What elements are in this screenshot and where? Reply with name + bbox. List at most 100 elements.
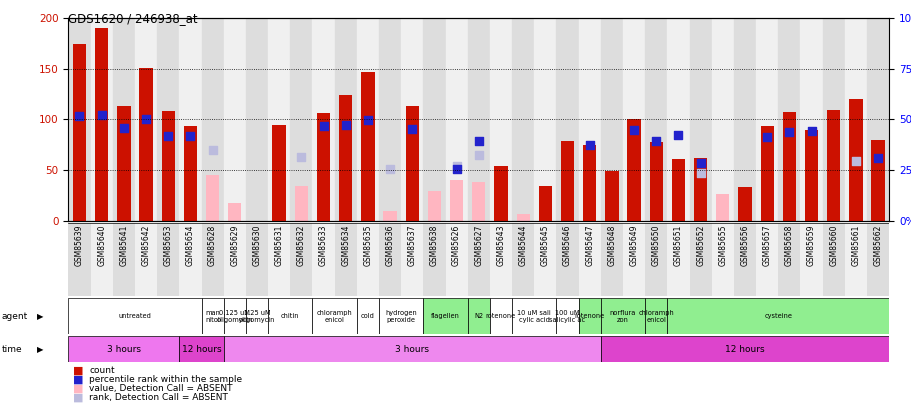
Bar [356,18,379,221]
Bar [538,186,551,221]
Text: rank, Detection Call = ABSENT: rank, Detection Call = ABSENT [89,393,228,402]
Point [293,154,308,160]
Bar [578,18,600,221]
Text: GSM85653: GSM85653 [164,225,172,266]
Text: GSM85635: GSM85635 [363,225,372,266]
Bar [272,124,285,221]
Point [94,112,108,119]
Bar [334,223,356,296]
Point [471,137,486,144]
Bar [201,298,223,334]
Text: GSM85641: GSM85641 [119,225,128,266]
Point [404,126,419,132]
Bar [201,18,223,221]
Bar [223,223,246,296]
Text: GSM85646: GSM85646 [562,225,571,266]
Bar [90,18,113,221]
Text: GSM85632: GSM85632 [296,225,305,266]
Text: GSM85649: GSM85649 [629,225,638,266]
Bar [733,18,755,221]
Bar [423,223,445,296]
Bar [494,166,507,221]
Bar [445,18,467,221]
Point [338,121,353,128]
Point [848,158,863,164]
Bar [866,18,888,221]
Bar [68,298,201,334]
Text: 1.25 uM
oligomycin: 1.25 uM oligomycin [239,310,275,323]
Bar [401,223,423,296]
Bar [711,18,733,221]
Bar [534,223,556,296]
Bar [511,223,534,296]
Bar [622,18,644,221]
Bar [848,99,862,221]
Bar [467,298,489,334]
Text: flagellen: flagellen [431,313,459,319]
Text: GSM85627: GSM85627 [474,225,483,266]
Text: GSM85655: GSM85655 [718,225,727,266]
Bar [312,298,356,334]
Bar [578,223,600,296]
Bar [738,187,751,221]
Text: GSM85656: GSM85656 [740,225,749,266]
Bar [467,18,489,221]
Text: percentile rank within the sample: percentile rank within the sample [89,375,242,384]
Bar [383,211,396,221]
Point [160,132,175,139]
Bar [290,223,312,296]
Bar [627,119,640,221]
Text: time: time [2,345,23,354]
Point [383,166,397,173]
Bar [600,223,622,296]
Point [183,132,198,139]
Bar [246,223,268,296]
Bar [206,175,219,221]
Point [626,126,640,133]
Bar [445,223,467,296]
Text: GSM85639: GSM85639 [75,225,84,266]
Text: GSM85654: GSM85654 [186,225,195,266]
Point [692,160,707,166]
Point [471,151,486,158]
Text: 10 uM sali
cylic acid: 10 uM sali cylic acid [517,310,550,323]
Bar [449,180,463,221]
Bar [179,336,223,362]
Bar [201,223,223,296]
Bar [866,223,888,296]
Text: GSM85660: GSM85660 [828,225,837,266]
Text: GSM85662: GSM85662 [873,225,882,266]
Text: GSM85631: GSM85631 [274,225,283,266]
Point [449,166,464,173]
Text: GSM85652: GSM85652 [695,225,704,266]
Bar [472,182,485,221]
Text: 0.125 uM
oligomycin: 0.125 uM oligomycin [216,310,252,323]
Point [870,155,885,161]
Bar [534,18,556,221]
Text: GDS1620 / 246938_at: GDS1620 / 246938_at [68,12,198,25]
Bar [73,43,86,221]
Text: chloramph
enicol: chloramph enicol [638,310,673,323]
Bar [600,18,622,221]
Point [316,122,331,129]
Text: ■: ■ [73,392,84,402]
Bar [560,141,574,221]
Bar [268,223,290,296]
Bar [578,298,600,334]
Bar [379,18,401,221]
Point [759,134,773,140]
Bar [467,223,489,296]
Bar [135,223,157,296]
Text: chloramph
enicol: chloramph enicol [316,310,352,323]
Point [670,131,685,138]
Text: untreated: untreated [118,313,151,319]
Bar [800,223,822,296]
Text: cysteine: cysteine [763,313,792,319]
Text: man
nitol: man nitol [205,310,220,323]
Bar [401,18,423,221]
Bar [161,111,175,221]
Text: GSM85626: GSM85626 [452,225,461,266]
Point [582,141,597,148]
Bar [179,18,201,221]
Point [804,127,818,134]
